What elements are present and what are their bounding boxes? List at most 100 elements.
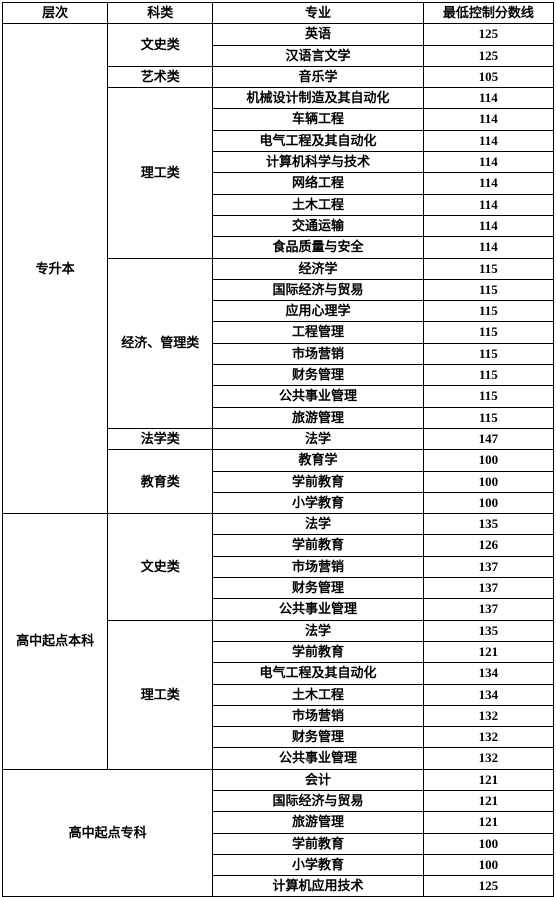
major-cell: 汉语言文学	[213, 45, 423, 66]
major-cell: 法学	[213, 620, 423, 641]
score-cell: 125	[423, 24, 553, 45]
major-cell: 交通运输	[213, 215, 423, 236]
level-cell: 专升本	[3, 24, 108, 514]
major-cell: 车辆工程	[213, 109, 423, 130]
score-cell: 114	[423, 152, 553, 173]
major-cell: 公共事业管理	[213, 748, 423, 769]
category-cell: 理工类	[108, 88, 213, 258]
major-cell: 机械设计制造及其自动化	[213, 88, 423, 109]
major-cell: 法学	[213, 514, 423, 535]
score-cell: 134	[423, 663, 553, 684]
table-row: 高中起点专科会计121	[3, 769, 554, 790]
header-cell: 层次	[3, 3, 108, 24]
score-cell: 114	[423, 237, 553, 258]
major-cell: 旅游管理	[213, 812, 423, 833]
score-cell: 125	[423, 45, 553, 66]
score-cell: 121	[423, 641, 553, 662]
score-cell: 114	[423, 109, 553, 130]
header-cell: 最低控制分数线	[423, 3, 553, 24]
table-row: 专升本文史类英语125	[3, 24, 554, 45]
score-cell: 114	[423, 173, 553, 194]
score-cell: 137	[423, 599, 553, 620]
level-cell: 高中起点本科	[3, 514, 108, 770]
major-cell: 工程管理	[213, 322, 423, 343]
score-cell: 114	[423, 194, 553, 215]
header-row: 层次科类专业最低控制分数线	[3, 3, 554, 24]
score-cell: 114	[423, 130, 553, 151]
major-cell: 学前教育	[213, 471, 423, 492]
score-cell: 115	[423, 407, 553, 428]
score-cell: 115	[423, 279, 553, 300]
major-cell: 公共事业管理	[213, 599, 423, 620]
score-cell: 115	[423, 386, 553, 407]
score-cell: 105	[423, 66, 553, 87]
score-cell: 115	[423, 301, 553, 322]
score-cell: 132	[423, 727, 553, 748]
score-cell: 115	[423, 322, 553, 343]
score-cell: 147	[423, 428, 553, 449]
score-cell: 137	[423, 556, 553, 577]
score-cell: 100	[423, 471, 553, 492]
major-cell: 财务管理	[213, 727, 423, 748]
major-cell: 土木工程	[213, 684, 423, 705]
score-cell: 121	[423, 812, 553, 833]
major-cell: 法学	[213, 428, 423, 449]
table-row: 高中起点本科文史类法学135	[3, 514, 554, 535]
score-cell: 132	[423, 748, 553, 769]
major-cell: 食品质量与安全	[213, 237, 423, 258]
category-cell: 经济、管理类	[108, 258, 213, 428]
major-cell: 市场营销	[213, 556, 423, 577]
major-cell: 财务管理	[213, 578, 423, 599]
major-cell: 计算机应用技术	[213, 876, 423, 897]
major-cell: 学前教育	[213, 641, 423, 662]
major-cell: 国际经济与贸易	[213, 279, 423, 300]
major-cell: 旅游管理	[213, 407, 423, 428]
major-cell: 应用心理学	[213, 301, 423, 322]
score-cell: 121	[423, 769, 553, 790]
major-cell: 土木工程	[213, 194, 423, 215]
score-cell: 134	[423, 684, 553, 705]
major-cell: 市场营销	[213, 705, 423, 726]
header-cell: 科类	[108, 3, 213, 24]
header-cell: 专业	[213, 3, 423, 24]
score-cell: 100	[423, 450, 553, 471]
major-cell: 英语	[213, 24, 423, 45]
major-cell: 网络工程	[213, 173, 423, 194]
major-cell: 计算机科学与技术	[213, 152, 423, 173]
major-cell: 小学教育	[213, 854, 423, 875]
score-cell: 100	[423, 492, 553, 513]
score-cell: 126	[423, 535, 553, 556]
major-cell: 教育学	[213, 450, 423, 471]
score-cell: 114	[423, 88, 553, 109]
score-cell: 121	[423, 790, 553, 811]
score-cell: 132	[423, 705, 553, 726]
category-cell: 法学类	[108, 428, 213, 449]
major-cell: 电气工程及其自动化	[213, 663, 423, 684]
score-cell: 137	[423, 578, 553, 599]
category-cell: 艺术类	[108, 66, 213, 87]
major-cell: 会计	[213, 769, 423, 790]
score-cell: 125	[423, 876, 553, 897]
major-cell: 市场营销	[213, 343, 423, 364]
category-cell: 文史类	[108, 514, 213, 620]
major-cell: 经济学	[213, 258, 423, 279]
category-cell: 理工类	[108, 620, 213, 769]
category-cell: 文史类	[108, 24, 213, 67]
score-cell: 114	[423, 215, 553, 236]
major-cell: 电气工程及其自动化	[213, 130, 423, 151]
major-cell: 小学教育	[213, 492, 423, 513]
score-cell: 135	[423, 514, 553, 535]
score-cell: 100	[423, 854, 553, 875]
score-cell: 135	[423, 620, 553, 641]
major-cell: 学前教育	[213, 535, 423, 556]
score-cell: 115	[423, 258, 553, 279]
score-cell: 100	[423, 833, 553, 854]
score-cell: 115	[423, 365, 553, 386]
category-cell: 教育类	[108, 450, 213, 514]
major-cell: 国际经济与贸易	[213, 790, 423, 811]
score-cell: 115	[423, 343, 553, 364]
major-cell: 音乐学	[213, 66, 423, 87]
score-table: 层次科类专业最低控制分数线专升本文史类英语125汉语言文学125艺术类音乐学10…	[2, 2, 554, 897]
major-cell: 学前教育	[213, 833, 423, 854]
major-cell: 公共事业管理	[213, 386, 423, 407]
